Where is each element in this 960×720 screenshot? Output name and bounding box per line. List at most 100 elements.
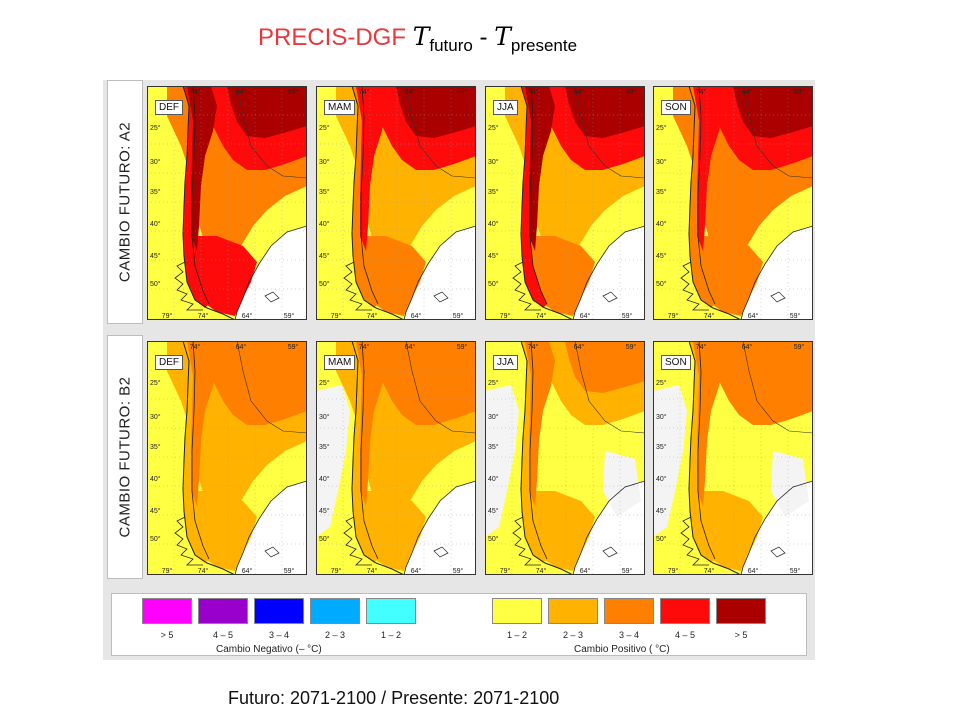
lon-tick-label: 74° <box>528 88 539 96</box>
negligible-change-area <box>771 451 809 517</box>
scenario-row-a2: CAMBIO FUTURO: A2 25° 30° 35° 40° 45° 50° 74° 6… <box>103 80 815 324</box>
figure-panel: CAMBIO FUTURO: A2 25° 30° 35° 40° 45° 50° 74° 6… <box>103 80 815 660</box>
coastline <box>740 480 813 575</box>
lon-tick-label: 74° <box>359 88 370 96</box>
ocean-area <box>147 86 235 320</box>
title-symbol-presente: T <box>494 22 511 51</box>
season-label: JJA <box>493 100 518 115</box>
fjord-coast <box>174 261 203 311</box>
lat-tick-label: 40° <box>150 475 161 483</box>
lon-tick-label: 64° <box>411 567 422 575</box>
lon-tick-label: 59° <box>457 88 468 96</box>
lat-tick-label: 45° <box>150 252 161 260</box>
change-contour <box>697 491 763 571</box>
color-legend: > 5 4 – 5 3 – 4 2 – 3 1 – 2 1 – 2 2 – 3 … <box>111 593 807 656</box>
change-contour <box>689 341 715 563</box>
lon-tick-label: 59° <box>622 312 633 320</box>
coastline <box>572 480 645 575</box>
coastline <box>740 225 813 320</box>
season-label: SON <box>661 355 691 370</box>
lat-tick-label: 30° <box>656 158 667 166</box>
lat-tick-label: 35° <box>488 188 499 196</box>
legend-swatch-positive <box>548 598 598 624</box>
legend-label-negative: 1 – 2 <box>380 630 402 640</box>
map-svg: 25° 30° 35° 40° 45° 50° 74° 64° 59° 79° 74° 64° 59° <box>653 86 813 320</box>
change-contour <box>352 341 378 563</box>
change-contour <box>565 341 645 393</box>
national-border <box>405 341 476 434</box>
lon-tick-label: 74° <box>359 343 370 351</box>
legend-swatch-positive <box>660 598 710 624</box>
change-contour <box>352 86 378 308</box>
lon-tick-label: 59° <box>794 343 805 351</box>
national-border <box>405 86 476 179</box>
national-border <box>236 86 307 179</box>
national-border <box>697 86 716 305</box>
lon-tick-label: 64° <box>748 567 759 575</box>
lon-tick-label: 64° <box>236 343 247 351</box>
lon-tick-label: 74° <box>528 343 539 351</box>
legend-label-positive: 4 – 5 <box>674 630 696 640</box>
lon-tick-label: 59° <box>453 312 464 320</box>
legend-label-negative: 4 – 5 <box>212 630 234 640</box>
coastline <box>520 341 574 575</box>
legend-label-positive: 3 – 4 <box>618 630 640 640</box>
lon-tick-label: 64° <box>242 312 253 320</box>
lon-tick-label: 74° <box>367 312 378 320</box>
change-contour <box>191 236 257 316</box>
national-border <box>191 341 210 560</box>
lat-tick-label: 35° <box>319 188 330 196</box>
lon-tick-label: 74° <box>198 567 209 575</box>
lon-tick-label: 74° <box>367 567 378 575</box>
change-contour <box>183 86 209 308</box>
lat-tick-label: 50° <box>150 280 161 288</box>
row-label-box-b2: CAMBIO FUTURO: B2 <box>107 335 143 579</box>
coastline <box>403 225 476 320</box>
fjord-coast <box>343 516 372 566</box>
lon-tick-label: 64° <box>574 88 585 96</box>
lon-tick-label: 79° <box>500 567 511 575</box>
coastline <box>572 225 645 320</box>
legend-label-positive: > 5 <box>734 630 748 640</box>
lat-tick-label: 30° <box>488 413 499 421</box>
lon-tick-label: 74° <box>190 343 201 351</box>
lon-tick-label: 79° <box>668 567 679 575</box>
row-label-a2: CAMBIO FUTURO: A2 <box>116 121 134 283</box>
lon-tick-label: 59° <box>622 567 633 575</box>
chart-title: PRECIS-DGF Tfuturo - Tpresente <box>258 22 577 66</box>
map-panel: 25° 30° 35° 40° 45° 50° 74° 64° 59° 79° 74° 64° 59° J… <box>485 86 645 320</box>
lon-tick-label: 59° <box>790 312 801 320</box>
lat-tick-label: 30° <box>150 413 161 421</box>
legend-label-negative: 2 – 3 <box>324 630 346 640</box>
change-contour <box>183 341 209 563</box>
map-panel: 25° 30° 35° 40° 45° 50° 74° 64° 59° 79° 74° 64° 59° M… <box>316 86 476 320</box>
lon-tick-label: 59° <box>790 567 801 575</box>
lon-tick-label: 74° <box>536 567 547 575</box>
title-sub-futuro: futuro <box>429 36 473 55</box>
legend-swatch-negative <box>366 598 416 624</box>
lon-tick-label: 59° <box>794 88 805 96</box>
map-panel: 25° 30° 35° 40° 45° 50° 74° 64° 59° 79° 74° 64° 59° J… <box>485 341 645 575</box>
lon-tick-label: 79° <box>500 312 511 320</box>
lon-tick-label: 64° <box>580 567 591 575</box>
lat-tick-label: 45° <box>656 252 667 260</box>
map-svg: 25° 30° 35° 40° 45° 50° 74° 64° 59° 79° 74° 64° 59° <box>485 341 645 575</box>
national-border <box>529 341 548 560</box>
legend-swatch-negative <box>142 598 192 624</box>
lon-tick-label: 64° <box>748 312 759 320</box>
ocean-area <box>316 86 404 320</box>
lon-tick-label: 64° <box>574 343 585 351</box>
coastline <box>351 86 405 320</box>
map-svg: 25° 30° 35° 40° 45° 50° 74° 64° 59° 79° 74° 64° 59° <box>147 341 307 575</box>
lat-tick-label: 45° <box>319 507 330 515</box>
lat-tick-label: 40° <box>488 220 499 228</box>
lat-tick-label: 25° <box>150 379 161 387</box>
lon-tick-label: 64° <box>242 567 253 575</box>
ocean-area <box>485 86 573 320</box>
lat-tick-label: 25° <box>656 124 667 132</box>
lat-tick-label: 40° <box>150 220 161 228</box>
change-contour <box>360 491 426 571</box>
map-panel: 25° 30° 35° 40° 45° 50° 74° 64° 59° 79° 74° 64° 59° S… <box>653 341 813 575</box>
map-panel: 25° 30° 35° 40° 45° 50° 74° 64° 59° 79° 74° 64° 59° D… <box>147 86 307 320</box>
lon-tick-label: 74° <box>704 567 715 575</box>
